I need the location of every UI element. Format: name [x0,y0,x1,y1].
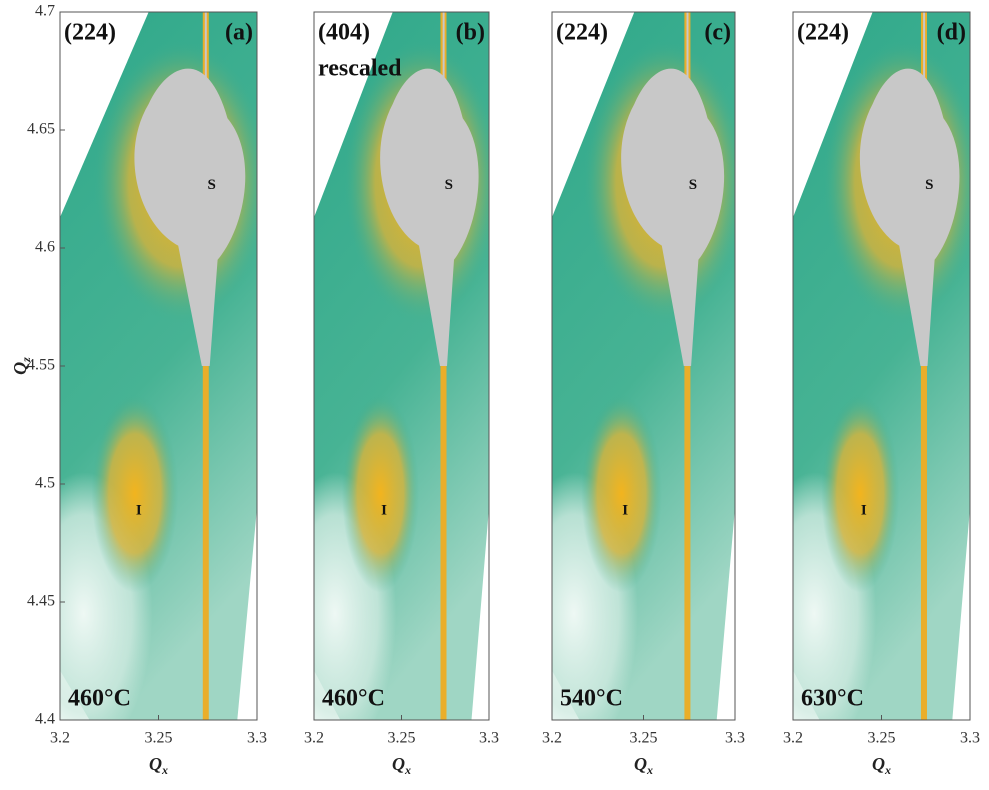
axis-label-symbol: Q [392,754,405,774]
panel-label: (c) [704,20,731,46]
saturated-peak [380,68,479,367]
x-tick-label: 3.2 [783,730,803,747]
saturated-peak [859,68,960,367]
axis-label-symbol: Q [149,754,162,774]
axis-label: Qx [149,754,168,777]
temperature-label: 540°C [560,686,623,712]
contour-map [552,12,735,720]
x-tick-label: 3.2 [304,730,324,747]
axis-label: Qz [10,357,33,375]
axis-label-symbol: Q [872,754,885,774]
temperature-label: 460°C [68,686,131,712]
peak-label: I [381,503,387,519]
rod-core [923,12,926,119]
rod-core [442,12,445,119]
axis-label-subscript: z [19,357,33,363]
temperature-label: 460°C [322,686,385,712]
peak-label: I [861,503,867,519]
y-tick-label: 4.55 [27,357,55,374]
x-tick-label: 3.2 [542,730,562,747]
y-tick-label: 4.5 [35,475,55,492]
layer-glow [821,394,900,593]
saturated-peak [621,68,725,367]
x-tick-label: 3.25 [145,730,173,747]
layer-glow [581,394,662,593]
x-tick-label: 3.25 [868,730,896,747]
y-tick-label: 4.4 [35,711,55,728]
panel-label: (d) [937,20,966,46]
x-tick-label: 3.3 [247,730,267,747]
contour-map [60,12,257,720]
y-tick-label: 4.7 [35,3,55,20]
reflection-label: (404) [318,20,370,46]
axis-label: Qx [392,754,411,777]
y-tick-label: 4.45 [27,593,55,610]
reflection-label: (224) [64,20,116,46]
x-tick-label: 3.2 [50,730,70,747]
x-tick-label: 3.25 [388,730,416,747]
panel-label: (b) [456,20,485,46]
contour-map [314,12,489,720]
note: rescaled [318,56,402,82]
contour-map [793,12,970,720]
axis-label: Qx [872,754,891,777]
temperature-label: 630°C [801,686,864,712]
layer-glow [91,394,179,593]
reflection-label: (224) [797,20,849,46]
y-tick-label: 4.65 [27,121,55,138]
rod-core [204,12,207,119]
reflection-label: (224) [556,20,608,46]
peak-label: I [136,503,142,519]
peak-label: S [208,177,216,193]
axis-label-subscript: x [646,763,653,777]
axis-label-symbol: Q [10,362,30,375]
peak-label: S [925,177,933,193]
layer-glow [342,394,419,593]
saturated-peak [134,68,246,367]
axis-label-subscript: x [884,763,891,777]
axis-label-symbol: Q [634,754,647,774]
panel-label: (a) [225,20,253,46]
y-tick-label: 4.6 [35,239,55,256]
x-tick-label: 3.3 [725,730,745,747]
x-tick-label: 3.3 [960,730,980,747]
axis-label-subscript: x [404,763,411,777]
rod-core [686,12,689,119]
peak-label: S [445,177,453,193]
x-tick-label: 3.25 [630,730,658,747]
peak-label: I [622,503,628,519]
x-tick-label: 3.3 [479,730,499,747]
axis-label: Qx [634,754,653,777]
axis-label-subscript: x [161,763,168,777]
peak-label: S [689,177,697,193]
